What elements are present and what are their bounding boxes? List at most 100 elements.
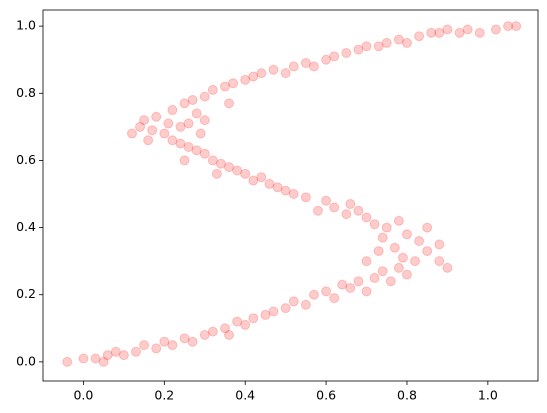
scatter-point <box>187 336 198 347</box>
scatter-point <box>377 232 388 243</box>
scatter-point <box>341 47 352 58</box>
x-tick-label: 0.6 <box>316 388 336 403</box>
scatter-point <box>219 81 230 92</box>
scatter-point <box>248 71 259 82</box>
scatter-point <box>175 121 186 132</box>
scatter-point <box>377 266 388 277</box>
scatter-point <box>337 279 348 290</box>
scatter-point <box>159 336 170 347</box>
scatter-point <box>179 333 190 344</box>
scatter-point <box>62 356 73 367</box>
scatter-point <box>462 24 473 35</box>
scatter-point <box>135 121 146 132</box>
scatter-point <box>369 272 380 283</box>
scatter-point <box>353 205 364 216</box>
scatter-point <box>426 27 437 38</box>
scatter-point <box>110 346 121 357</box>
x-tick-label: 0.0 <box>73 388 93 403</box>
scatter-point <box>313 205 323 216</box>
scatter-point <box>163 118 174 129</box>
scatter-point <box>373 246 384 257</box>
scatter-point <box>268 64 279 75</box>
scatter-point <box>183 118 194 129</box>
scatter-point <box>147 125 158 136</box>
scatter-point <box>260 309 271 320</box>
scatter-point <box>321 54 332 65</box>
scatter-point <box>308 289 319 300</box>
scatter-point <box>272 182 283 193</box>
scatter-point <box>353 44 364 55</box>
scatter-point <box>167 340 178 351</box>
scatter-point <box>207 155 218 166</box>
scatter-point <box>361 41 372 52</box>
scatter-point <box>280 303 291 314</box>
scatter-point <box>490 24 501 35</box>
scatter-point <box>329 202 340 213</box>
scatter-point <box>442 24 453 35</box>
scatter-point <box>78 353 89 364</box>
scatter-point <box>211 168 222 179</box>
scatter-point <box>414 235 425 246</box>
scatter-point <box>393 215 404 226</box>
scatter-point <box>361 256 372 267</box>
y-tick-label: 0.8 <box>16 85 36 100</box>
scatter-point <box>308 61 319 72</box>
scatter-point <box>151 111 162 122</box>
scatter-point <box>381 37 392 48</box>
scatter-point <box>422 246 433 257</box>
scatter-point <box>329 293 340 304</box>
scatter-point <box>167 105 178 116</box>
scatter-point <box>131 346 142 357</box>
scatter-point <box>90 353 101 364</box>
scatter-point <box>300 299 311 310</box>
scatter-point <box>321 286 332 297</box>
scatter-point <box>345 199 356 210</box>
scatter-point <box>389 242 400 253</box>
scatter-point <box>240 168 251 179</box>
scatter-point <box>215 158 226 169</box>
scatter-point <box>179 155 190 166</box>
scatter-point <box>401 269 412 280</box>
scatter-point <box>191 108 202 119</box>
plot-frame <box>42 9 539 382</box>
scatter-point <box>397 252 408 263</box>
scatter-point <box>240 319 251 330</box>
scatter-point <box>361 212 372 223</box>
scatter-point <box>151 343 162 354</box>
scatter-point <box>199 330 210 341</box>
scatter-point <box>199 148 210 159</box>
scatter-point <box>199 91 210 102</box>
scatter-point <box>139 115 150 126</box>
scatter-point <box>187 94 198 105</box>
scatter-point <box>232 165 243 176</box>
y-tick-label: 0.4 <box>16 219 36 234</box>
scatter-point <box>139 340 150 351</box>
y-tick-label: 1.0 <box>16 18 36 33</box>
y-tick-label: 0.6 <box>16 152 36 167</box>
scatter-point <box>248 175 259 186</box>
scatter-point <box>248 313 259 324</box>
scatter-point <box>401 37 412 48</box>
scatter-point <box>256 172 267 183</box>
scatter-point <box>264 178 275 189</box>
scatter-point <box>474 27 485 38</box>
scatter-point <box>369 219 380 230</box>
scatter-point <box>321 195 332 206</box>
scatter-point <box>232 316 243 327</box>
scatter-point <box>503 21 514 32</box>
scatter-point <box>183 141 194 152</box>
scatter-point <box>385 276 396 287</box>
scatter-point <box>207 84 218 95</box>
scatter-point <box>381 222 392 233</box>
scatter-point <box>224 330 235 341</box>
y-tick-label: 0.2 <box>16 286 36 301</box>
scatter-point <box>345 282 356 293</box>
x-tick-label: 0.8 <box>397 388 417 403</box>
scatter-point <box>454 27 465 38</box>
scatter-point <box>224 162 235 173</box>
scatter-point <box>191 145 202 156</box>
scatter-point <box>288 188 299 199</box>
scatter-point <box>288 61 299 72</box>
scatter-point <box>195 128 206 139</box>
scatter-point <box>393 34 404 45</box>
